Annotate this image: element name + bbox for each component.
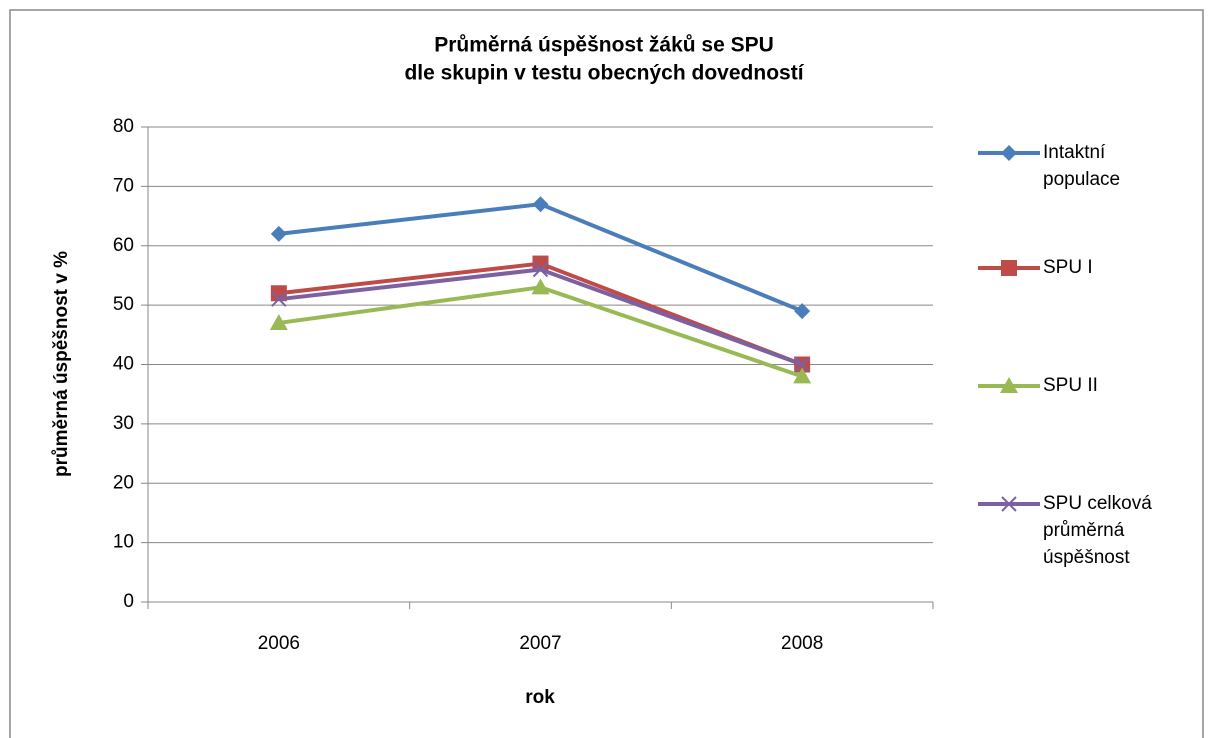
marker bbox=[532, 196, 549, 213]
legend-label: SPU I bbox=[1043, 257, 1093, 278]
x-tick-label: 2008 bbox=[781, 633, 823, 654]
marker bbox=[794, 303, 811, 320]
legend-label: Intaktní populace bbox=[1043, 142, 1121, 190]
marker bbox=[269, 313, 288, 330]
marker bbox=[532, 255, 549, 272]
y-tick-label: 50 bbox=[113, 294, 134, 315]
y-axis-label: průměrná úspěšnost v % bbox=[51, 251, 72, 477]
y-tick-label: 40 bbox=[113, 354, 134, 375]
x-tick-label: 2006 bbox=[258, 633, 300, 654]
x-tick-label: 2007 bbox=[519, 633, 561, 654]
y-tick-label: 60 bbox=[113, 235, 134, 256]
y-tick-label: 80 bbox=[113, 116, 134, 137]
legend-label: SPU II bbox=[1043, 375, 1098, 396]
chart-title: Průměrná úspěšnost žáků se SPU bbox=[434, 34, 774, 57]
marker bbox=[532, 261, 549, 278]
y-tick-label: 70 bbox=[113, 175, 134, 196]
marker bbox=[794, 356, 810, 373]
y-tick-label: 0 bbox=[123, 591, 134, 612]
x-axis-label: rok bbox=[525, 687, 555, 708]
chart-border bbox=[9, 9, 1204, 738]
chart-title: dle skupin v testu obecných dovedností bbox=[404, 62, 804, 85]
marker bbox=[1001, 496, 1017, 512]
legend-label: SPU celková průměrná úspěšnost bbox=[1043, 493, 1152, 568]
y-tick-label: 20 bbox=[113, 472, 134, 493]
marker bbox=[793, 367, 812, 384]
marker bbox=[1001, 145, 1017, 161]
marker bbox=[531, 278, 550, 295]
marker bbox=[1000, 377, 1018, 393]
marker bbox=[270, 225, 287, 242]
y-tick-label: 30 bbox=[113, 413, 134, 434]
y-tick-label: 10 bbox=[113, 532, 134, 553]
marker bbox=[271, 291, 287, 307]
marker bbox=[1001, 260, 1017, 276]
